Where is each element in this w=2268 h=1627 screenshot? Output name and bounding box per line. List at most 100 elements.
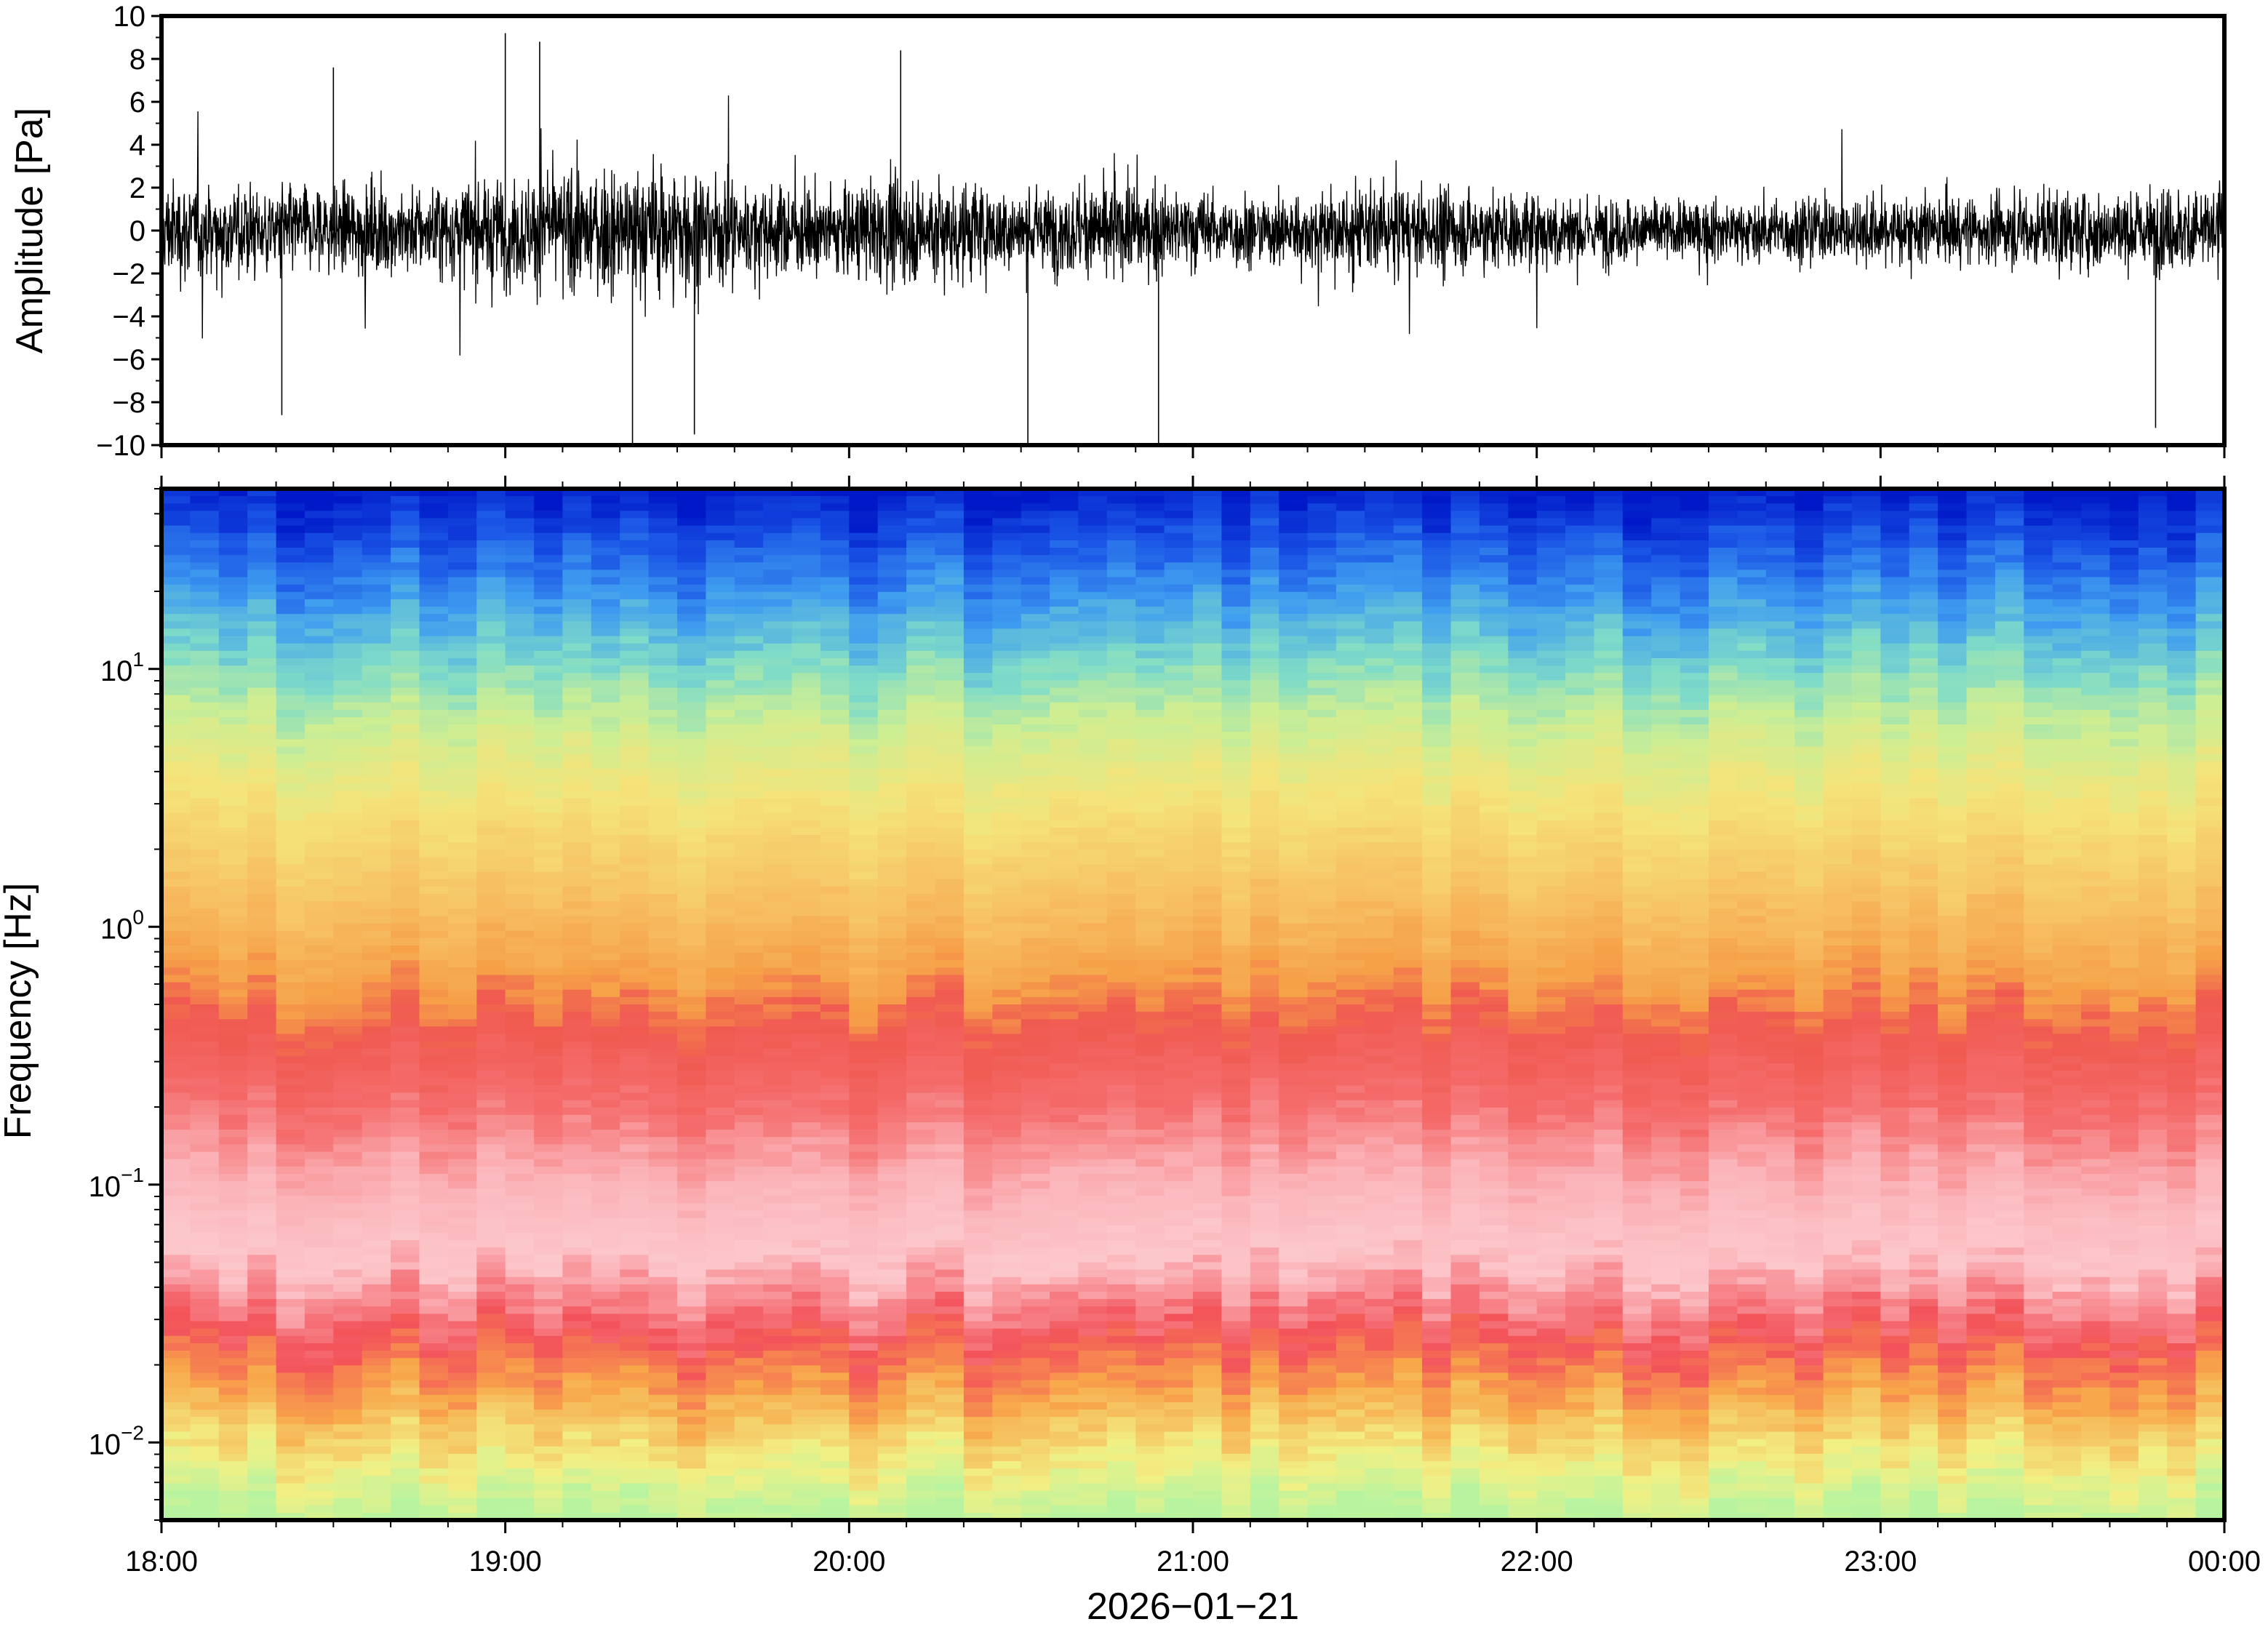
- spectrogram-cell: [1107, 776, 1136, 784]
- spectrogram-cell: [735, 548, 764, 556]
- spectrogram-cell: [2139, 842, 2168, 850]
- spectrogram-cell: [305, 540, 334, 548]
- spectrogram-cell: [2053, 916, 2082, 924]
- spectrogram-cell: [161, 776, 191, 784]
- spectrogram-cell: [1794, 960, 1824, 968]
- spectrogram-cell: [2109, 644, 2139, 652]
- spectrogram-cell: [1594, 820, 1623, 828]
- spectrogram-cell: [1623, 842, 1652, 850]
- spectrogram-cell: [1537, 658, 1566, 666]
- spectrogram-cell: [1221, 850, 1250, 858]
- spectrogram-cell: [992, 872, 1021, 880]
- spectrogram-cell: [649, 850, 678, 858]
- spectrogram-cell: [1135, 599, 1165, 607]
- spectrogram-cell: [1480, 533, 1509, 541]
- spectrogram-cell: [219, 562, 248, 570]
- spectrogram-cell: [649, 747, 678, 755]
- spectrogram-cell: [1394, 651, 1423, 659]
- spectrogram-cell: [2024, 769, 2053, 777]
- spectrogram-cell: [1336, 496, 1365, 504]
- spectrogram-cell: [333, 924, 362, 932]
- spectrogram-cell: [1623, 511, 1652, 519]
- spectrogram-cell: [1880, 519, 1909, 527]
- spectrogram-cell: [2109, 960, 2139, 968]
- spectrogram-cell: [1308, 975, 1337, 983]
- spectrogram-cell: [1680, 732, 1709, 740]
- spectrogram-cell: [992, 503, 1021, 511]
- spectrogram-cell: [1050, 636, 1079, 644]
- spectrogram-cell: [1565, 717, 1594, 725]
- spectrogram-cell: [677, 665, 706, 673]
- spectrogram-cell: [964, 857, 993, 865]
- spectrogram-cell: [1909, 724, 1938, 732]
- spectrogram-cell: [1680, 695, 1709, 703]
- spectrogram-cell: [878, 599, 907, 607]
- spectrogram-cell: [391, 695, 420, 703]
- spectrogram-cell: [1135, 894, 1165, 902]
- spectrogram-cell: [1594, 592, 1623, 600]
- spectrogram-cell: [849, 938, 878, 946]
- spectrogram-cell: [849, 791, 878, 799]
- spectrogram-cell: [1709, 614, 1738, 622]
- spectrogram-cell: [1880, 607, 1909, 615]
- spectrogram-cell: [562, 562, 591, 570]
- spectrogram-cell: [849, 813, 878, 821]
- spectrogram-cell: [792, 569, 821, 577]
- spectrogram-cell: [161, 842, 191, 850]
- spectrogram-cell: [1250, 724, 1279, 732]
- spectrogram-cell: [420, 931, 449, 939]
- spectrogram-cell: [305, 761, 334, 769]
- spectrogram-cell: [1480, 739, 1509, 747]
- spectrogram-cell: [534, 754, 563, 762]
- spectrogram-cell: [276, 924, 306, 932]
- spectrogram-cell: [1594, 828, 1623, 836]
- spectrogram-cell: [391, 673, 420, 681]
- spectrogram-cell: [1794, 636, 1824, 644]
- spectrogram-cell: [562, 628, 591, 636]
- spectrogram-cell: [305, 636, 334, 644]
- spectrogram-cell: [1995, 607, 2024, 615]
- spectrogram-cell: [1050, 614, 1079, 622]
- spectrogram-cell: [534, 857, 563, 865]
- spectrogram-cell: [2196, 621, 2225, 629]
- spectrogram-cell: [735, 791, 764, 799]
- spectrogram-cell: [534, 769, 563, 777]
- spectrogram-cell: [1480, 577, 1509, 585]
- spectrogram-cell: [1651, 894, 1680, 902]
- spectrogram-cell: [1365, 496, 1394, 504]
- spectrogram-cell: [1938, 628, 1967, 636]
- spectrogram-cell: [1050, 783, 1079, 791]
- spectrogram-cell: [964, 879, 993, 887]
- spectrogram-cell: [1365, 828, 1394, 836]
- spectrogram-cell: [1594, 747, 1623, 755]
- spectrogram-cell: [1135, 548, 1165, 556]
- spectrogram-cell: [562, 820, 591, 828]
- spectrogram-cell: [1021, 614, 1050, 622]
- spectrogram-cell: [2139, 628, 2168, 636]
- spectrogram-cell: [1336, 680, 1365, 688]
- spectrogram-cell: [820, 562, 850, 570]
- spectrogram-cell: [1880, 680, 1909, 688]
- spectrogram-cell: [620, 960, 649, 968]
- spectrogram-cell: [1794, 555, 1824, 563]
- spectrogram-cell: [792, 658, 821, 666]
- spectrogram-cell: [562, 614, 591, 622]
- spectrogram-cell: [219, 607, 248, 615]
- spectrogram-cell: [1594, 798, 1623, 806]
- spectrogram-cell: [305, 850, 334, 858]
- spectrogram-cell: [1651, 820, 1680, 828]
- spectrogram-cell: [1766, 894, 1795, 902]
- spectrogram-cell: [1107, 857, 1136, 865]
- spectrogram-cell: [333, 857, 362, 865]
- spectrogram-cell: [1565, 665, 1594, 673]
- spectrogram-cell: [2053, 813, 2082, 821]
- spectrogram-cell: [820, 724, 850, 732]
- spectrogram-cell: [1794, 569, 1824, 577]
- spectrogram-cell: [935, 960, 965, 968]
- spectrogram-cell: [1279, 511, 1308, 519]
- spectrogram-cell: [878, 938, 907, 946]
- spectrogram-cell: [305, 526, 334, 534]
- spectrogram-cell: [362, 865, 391, 873]
- spectrogram-cell: [1709, 607, 1738, 615]
- spectrogram-cell: [1250, 983, 1279, 991]
